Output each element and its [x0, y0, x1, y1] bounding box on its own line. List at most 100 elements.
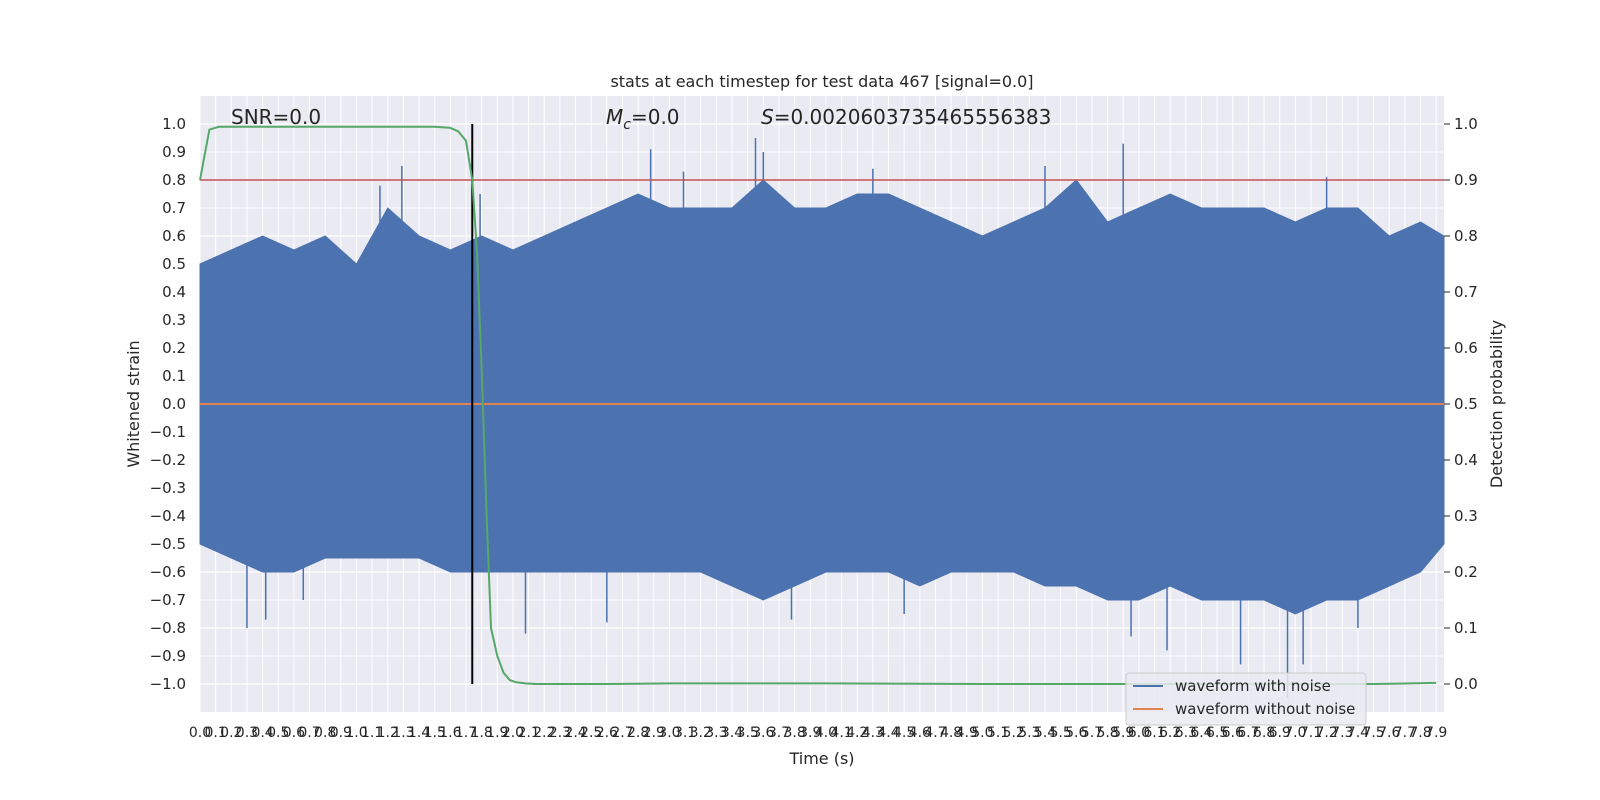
y-tick-label: −0.4: [150, 507, 186, 525]
x-tick-label: 4.9: [956, 725, 978, 741]
x-tick-label: 5.8: [1096, 725, 1118, 741]
x-tick-label: 3.3: [705, 725, 727, 741]
x-tick-label: 6.1: [1143, 725, 1165, 741]
x-tick-label: 0.4: [251, 725, 273, 741]
x-tick-label: 3.5: [737, 725, 759, 741]
right-y-tick-label: 0.3: [1454, 507, 1478, 525]
x-tick-label: 7.9: [1425, 725, 1447, 741]
x-tick-label: 6.4: [1190, 725, 1212, 741]
y-tick-label: 0.4: [162, 283, 186, 301]
x-tick-label: 0.7: [298, 725, 320, 741]
y-tick-label: 0.6: [162, 227, 186, 245]
x-tick-label: 0.9: [330, 725, 352, 741]
x-tick-label: 7.3: [1331, 725, 1353, 741]
right-y-tick-label: 0.7: [1454, 283, 1478, 301]
x-tick-label: 6.5: [1206, 725, 1228, 741]
x-tick-label: 5.0: [971, 725, 993, 741]
y-tick-label: 0.0: [162, 395, 186, 413]
x-tick-label: 1.4: [408, 725, 430, 741]
x-tick-label: 4.5: [893, 725, 915, 741]
right-y-tick-labels: 1.0 0.9 0.8 0.7 0.6 0.5 0.4 0.3 0.2 0.1 0.0: [1444, 115, 1478, 693]
x-tick-label: 0.6: [283, 725, 305, 741]
x-tick-label: 0.5: [267, 725, 289, 741]
x-tick-label: 3.9: [799, 725, 821, 741]
x-tick-label: 4.8: [940, 725, 962, 741]
x-tick-label: 4.6: [909, 725, 931, 741]
y-tick-label: 0.2: [162, 339, 186, 357]
x-tick-label: 2.1: [517, 725, 539, 741]
x-tick-label: 3.1: [674, 725, 696, 741]
x-tick-label: 7.2: [1316, 725, 1338, 741]
right-y-tick-label: 0.8: [1454, 227, 1478, 245]
x-tick-label: 5.4: [1034, 725, 1056, 741]
x-tick-label: 3.0: [658, 725, 680, 741]
x-tick-label: 3.6: [752, 725, 774, 741]
x-tick-label: 0.8: [314, 725, 336, 741]
noisy-waveform: [199, 138, 1445, 698]
y-tick-label: −0.7: [150, 591, 186, 609]
x-tick-label: 4.2: [846, 725, 868, 741]
y-tick-label: −0.2: [150, 451, 186, 469]
y-tick-label: 0.7: [162, 199, 186, 217]
x-tick-label: 7.4: [1347, 725, 1369, 741]
x-tick-label: 7.8: [1409, 725, 1431, 741]
x-tick-label: 4.3: [862, 725, 884, 741]
x-tick-labels: 0.00.10.20.30.40.50.60.70.80.91.01.11.21…: [189, 725, 1447, 741]
x-tick-label: 0.2: [220, 725, 242, 741]
right-y-tick-label: 0.9: [1454, 171, 1478, 189]
x-tick-label: 3.2: [690, 725, 712, 741]
legend-label-clean: waveform without noise: [1175, 700, 1355, 718]
y-tick-label: 0.8: [162, 171, 186, 189]
right-y-tick-label: 0.6: [1454, 339, 1478, 357]
x-tick-label: 4.0: [815, 725, 837, 741]
x-tick-label: 7.6: [1378, 725, 1400, 741]
y-tick-label: 0.1: [162, 367, 186, 385]
x-tick-label: 6.8: [1253, 725, 1275, 741]
x-tick-label: 5.1: [987, 725, 1009, 741]
y-tick-label: −1.0: [150, 675, 186, 693]
x-tick-label: 5.6: [1065, 725, 1087, 741]
x-tick-label: 6.9: [1269, 725, 1291, 741]
x-tick-label: 0.3: [236, 725, 258, 741]
y-axis-label: Whitened strain: [124, 340, 143, 467]
x-tick-label: 6.0: [1128, 725, 1150, 741]
x-tick-label: 5.5: [1049, 725, 1071, 741]
x-tick-label: 2.2: [533, 725, 555, 741]
x-tick-label: 2.0: [502, 725, 524, 741]
x-tick-label: 3.4: [721, 725, 743, 741]
mc-value: =0.0: [631, 105, 680, 129]
x-tick-label: 7.1: [1300, 725, 1322, 741]
x-tick-label: 1.8: [471, 725, 493, 741]
right-y-tick-label: 0.1: [1454, 619, 1478, 637]
right-y-tick-label: 0.2: [1454, 563, 1478, 581]
x-tick-label: 5.7: [1081, 725, 1103, 741]
x-tick-label: 2.6: [596, 725, 618, 741]
x-tick-label: 2.4: [564, 725, 586, 741]
y-tick-label: −0.8: [150, 619, 186, 637]
snr-annotation: SNR=0.0: [231, 105, 321, 129]
x-tick-label: 7.0: [1284, 725, 1306, 741]
x-tick-label: 2.8: [627, 725, 649, 741]
noisy-waveform-band: [199, 179, 1445, 615]
x-tick-label: 1.6: [439, 725, 461, 741]
x-tick-label: 6.6: [1222, 725, 1244, 741]
x-tick-label: 5.9: [1112, 725, 1134, 741]
x-tick-label: 0.1: [205, 725, 227, 741]
y-tick-label: 0.5: [162, 255, 186, 273]
right-y-axis-label: Detection probability: [1487, 320, 1506, 488]
y-tick-label: −0.3: [150, 479, 186, 497]
x-tick-label: 4.1: [830, 725, 852, 741]
x-tick-label: 1.2: [377, 725, 399, 741]
x-tick-label: 4.4: [877, 725, 899, 741]
legend: waveform with noise waveform without noi…: [1125, 672, 1367, 726]
x-tick-label: 7.5: [1362, 725, 1384, 741]
x-tick-label: 3.8: [783, 725, 805, 741]
s-annotation: S=0.0020603735465556383: [761, 105, 1051, 129]
y-tick-label: −0.6: [150, 563, 186, 581]
y-tick-label: 0.9: [162, 143, 186, 161]
s-value: =0.0020603735465556383: [774, 105, 1052, 129]
y-tick-label: −0.5: [150, 535, 186, 553]
x-tick-label: 1.3: [392, 725, 414, 741]
mc-subscript: c: [623, 117, 631, 133]
